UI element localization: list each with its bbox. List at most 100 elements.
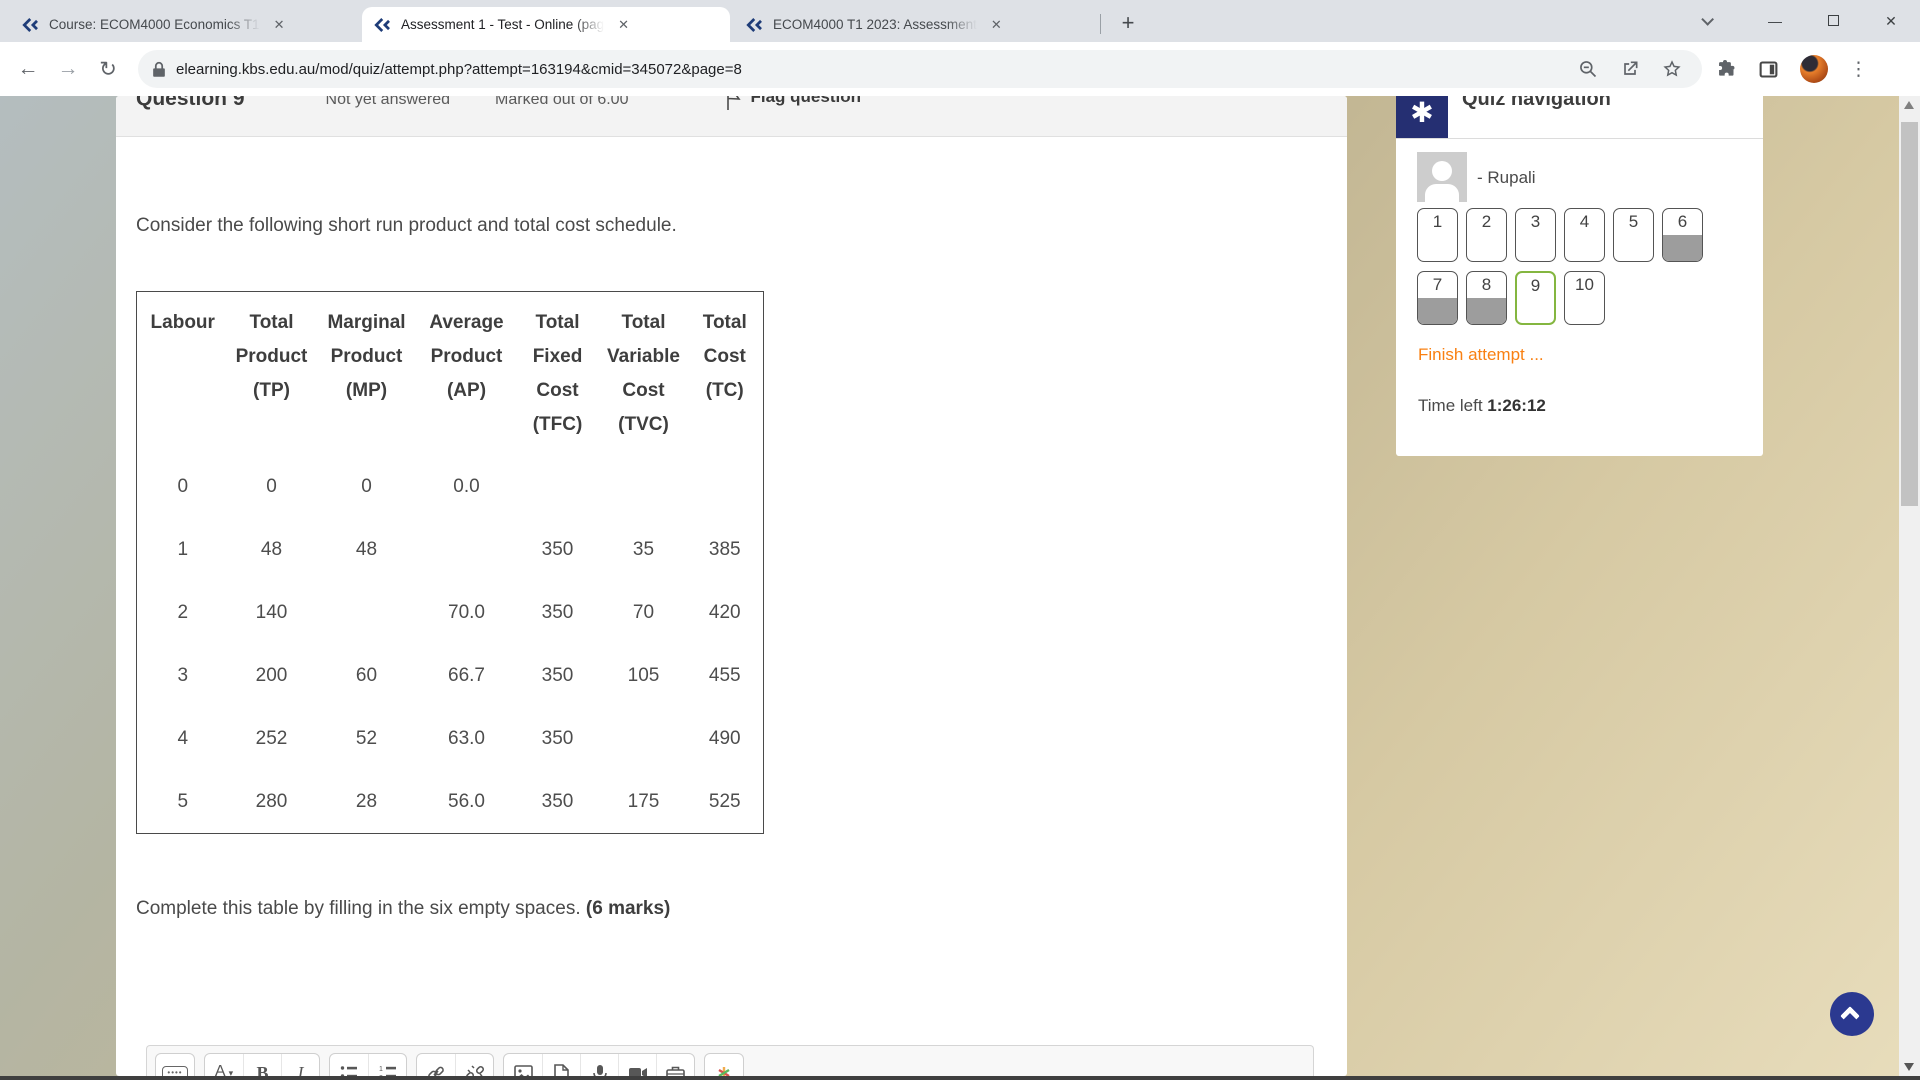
kaplan-favicon xyxy=(374,17,390,32)
close-tab-icon[interactable]: ✕ xyxy=(273,16,285,32)
cell: 70.0 xyxy=(448,602,485,623)
insert-image-button[interactable] xyxy=(504,1054,542,1076)
italic-button[interactable]: I xyxy=(281,1054,319,1076)
back-button[interactable]: ← xyxy=(17,57,39,80)
cell: 2 xyxy=(177,602,189,623)
tab-separator xyxy=(1100,14,1101,34)
table-row: 4 252 52 63.0 350 490 xyxy=(137,708,764,771)
flag-question-link[interactable]: Flag question xyxy=(725,96,861,111)
quiz-navigation-panel: ✱ Quiz navigation - Rupali 1 2 3 4 5 6 7… xyxy=(1396,96,1763,456)
question-nav-button-9[interactable]: 9 xyxy=(1515,271,1556,325)
cell: 140 xyxy=(255,602,288,623)
forward-button[interactable]: → xyxy=(57,57,79,80)
cell: 1 xyxy=(177,539,189,560)
toolbar-group-media xyxy=(503,1053,695,1076)
cell: 48 xyxy=(260,539,283,560)
svg-text:1: 1 xyxy=(379,1066,383,1073)
collapse-toolbar-button[interactable]: •••• xyxy=(156,1054,194,1076)
col-total-variable-cost: Total Variable Cost (TVC) xyxy=(607,312,680,435)
extensions-puzzle-icon[interactable] xyxy=(1716,59,1737,80)
insert-file-button[interactable] xyxy=(542,1054,580,1076)
question-nav-button-10[interactable]: 10 xyxy=(1564,271,1605,325)
browser-chrome: Course: ECOM4000 Economics T1 ✕ Assessme… xyxy=(0,0,1920,96)
maximize-button[interactable] xyxy=(1804,13,1862,29)
tab-course[interactable]: Course: ECOM4000 Economics T1 ✕ xyxy=(10,7,358,42)
dock-block-icon[interactable]: ✱ xyxy=(1396,96,1448,138)
scrollbar[interactable] xyxy=(1899,96,1920,1080)
scrollbar-up-arrow[interactable] xyxy=(1904,101,1914,109)
unlink-button[interactable] xyxy=(455,1054,493,1076)
unordered-list-button[interactable] xyxy=(330,1054,368,1076)
question-prompt: Consider the following short run product… xyxy=(136,215,677,236)
new-tab-button[interactable]: + xyxy=(1121,10,1135,35)
question-nav-button-8[interactable]: 8 xyxy=(1466,271,1507,325)
address-bar[interactable]: elearning.kbs.edu.au/mod/quiz/attempt.ph… xyxy=(138,50,1702,88)
briefcase-icon xyxy=(666,1066,685,1076)
record-video-button[interactable] xyxy=(618,1054,656,1076)
manage-files-button[interactable] xyxy=(656,1054,694,1076)
cell: 52 xyxy=(355,728,378,749)
tab-ecom4000[interactable]: ECOM4000 T1 2023: Assessment ✕ xyxy=(734,7,1094,42)
col-total-product: Total Product (TP) xyxy=(235,312,308,401)
cell: 63.0 xyxy=(448,728,485,749)
record-audio-button[interactable] xyxy=(580,1054,618,1076)
close-tab-icon[interactable]: ✕ xyxy=(618,16,629,32)
tab-title: Assessment 1 - Test - Online (pag xyxy=(401,17,605,32)
zoom-out-icon[interactable] xyxy=(1578,59,1598,79)
cell: 0 xyxy=(177,476,189,497)
cell: 350 xyxy=(541,602,574,623)
ordered-list-button[interactable]: 12 xyxy=(368,1054,406,1076)
special-character-button[interactable] xyxy=(705,1054,743,1076)
unlink-icon xyxy=(465,1065,484,1076)
cell: 175 xyxy=(627,790,660,812)
cell: 70 xyxy=(632,602,655,623)
link-button[interactable] xyxy=(417,1054,455,1076)
cell: 525 xyxy=(708,790,741,812)
scroll-to-top-button[interactable] xyxy=(1830,992,1874,1036)
cell: 66.7 xyxy=(448,665,485,686)
cell-empty xyxy=(601,456,687,519)
question-nav-button-3[interactable]: 3 xyxy=(1515,208,1556,262)
tab-search-chevron[interactable] xyxy=(1676,13,1734,29)
cell: 280 xyxy=(255,790,288,812)
close-tab-icon[interactable]: ✕ xyxy=(990,16,1002,32)
question-marks: Marked out of 6.00 xyxy=(495,96,629,108)
question-nav-button-4[interactable]: 4 xyxy=(1564,208,1605,262)
question-nav-button-5[interactable]: 5 xyxy=(1613,208,1654,262)
quiz-navigation-title: Quiz navigation xyxy=(1462,96,1611,110)
cell-empty xyxy=(601,708,687,771)
question-nav-button-6[interactable]: 6 xyxy=(1662,208,1703,262)
collapse-toolbar-icon: •••• xyxy=(162,1065,188,1076)
cell: 420 xyxy=(708,602,741,623)
chevron-up-icon xyxy=(1840,1006,1860,1026)
tab-bar: Course: ECOM4000 Economics T1 ✕ Assessme… xyxy=(0,0,1920,42)
editor-toolbar: •••• A▾ B I 12 xyxy=(146,1045,1314,1076)
profile-avatar[interactable] xyxy=(1800,55,1828,83)
side-panel-icon[interactable] xyxy=(1758,59,1779,80)
reload-button[interactable]: ↻ xyxy=(99,57,117,81)
finish-attempt-link[interactable]: Finish attempt ... xyxy=(1418,345,1544,364)
minimize-button[interactable]: — xyxy=(1768,13,1782,29)
cell: 0 xyxy=(266,476,277,497)
font-style-button[interactable]: A ▾ xyxy=(205,1054,243,1077)
question-nav-button-2[interactable]: 2 xyxy=(1466,208,1507,262)
flag-question-label: Flag question xyxy=(750,96,861,106)
scrollbar-thumb[interactable] xyxy=(1901,122,1918,506)
cell: 490 xyxy=(708,728,741,749)
toolbar-group-lists: 12 xyxy=(329,1053,407,1076)
bold-button[interactable]: B xyxy=(243,1054,281,1076)
url-text[interactable]: elearning.kbs.edu.au/mod/quiz/attempt.ph… xyxy=(176,60,742,78)
close-window-button[interactable]: ✕ xyxy=(1885,12,1897,29)
question-nav-button-7[interactable]: 7 xyxy=(1417,271,1458,325)
svg-text:2: 2 xyxy=(379,1075,383,1076)
share-icon[interactable] xyxy=(1620,59,1640,79)
tab-assessment-active[interactable]: Assessment 1 - Test - Online (pag ✕ xyxy=(362,7,730,42)
cell: 3 xyxy=(177,665,189,686)
kaplan-favicon xyxy=(746,17,762,32)
question-nav-button-1[interactable]: 1 xyxy=(1417,208,1458,262)
cell: 0.0 xyxy=(453,476,480,497)
browser-menu-icon[interactable]: ⋮ xyxy=(1849,58,1868,80)
scrollbar-down-arrow[interactable] xyxy=(1904,1063,1914,1071)
bookmark-star-icon[interactable] xyxy=(1662,59,1682,79)
